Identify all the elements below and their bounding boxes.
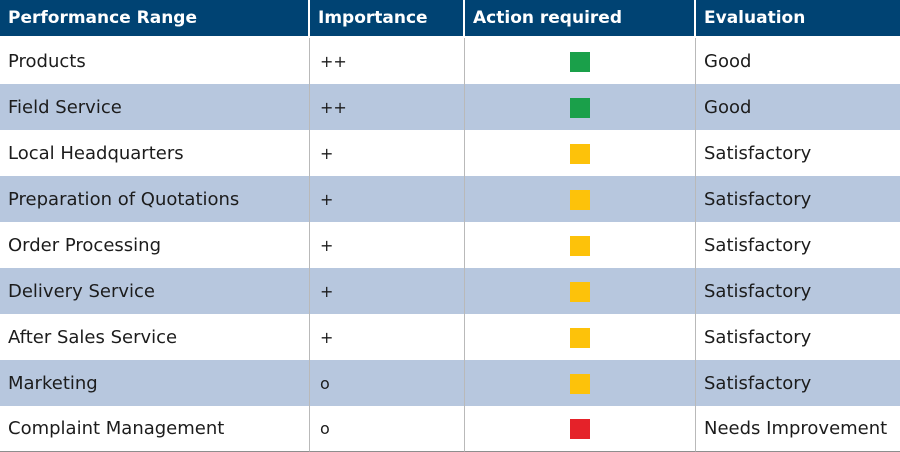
status-indicator [570,235,590,256]
action-cell [465,130,696,176]
status-indicator [570,143,590,164]
status-indicator [570,327,590,348]
importance-cell: + [310,314,465,360]
action-cell [465,176,696,222]
table-row: Complaint Management o Needs Improvement [0,406,900,452]
importance-cell: ++ [310,38,465,84]
action-cell [465,222,696,268]
status-indicator [570,281,590,302]
evaluation-cell: Needs Improvement [696,406,900,452]
importance-cell: ++ [310,84,465,130]
status-indicator [570,51,590,72]
evaluation-cell: Satisfactory [704,142,812,164]
range-cell: Complaint Management [0,406,310,452]
evaluation-cell: Satisfactory [696,268,900,314]
action-cell [465,268,696,314]
status-indicator [570,419,590,439]
status-indicator [570,189,590,210]
table-row: After Sales Service + Satisfactory [0,314,900,360]
importance-cell: + [310,222,465,268]
action-cell [465,38,696,84]
header-performance-range: Performance Range [0,0,310,38]
evaluation-cell: Satisfactory [696,176,900,222]
action-cell [465,84,696,130]
range-cell: After Sales Service [0,314,310,360]
header-row: Performance Range Importance Action requ… [0,0,900,38]
action-cell [465,406,696,452]
table-row: Field Service ++ Good [0,84,900,130]
action-cell [465,314,696,360]
importance-cell: o [310,360,465,406]
importance-cell: o [310,406,465,452]
evaluation-cell: Satisfactory [704,326,812,348]
table-row: Delivery Service + Satisfactory [0,268,900,314]
importance-cell: + [310,130,465,176]
table-row: Local Headquarters + Satisfactory [0,130,900,176]
header-evaluation: Evaluation [696,0,900,38]
evaluation-cell: Satisfactory [704,234,812,256]
range-cell: Products [0,38,310,84]
range-cell: Delivery Service [0,268,310,314]
evaluation-cell: Satisfactory [696,360,900,406]
table-row: Preparation of Quotations + Satisfactory [0,176,900,222]
range-cell: Local Headquarters [0,130,310,176]
action-cell [465,360,696,406]
range-cell: Field Service [0,84,310,130]
header-importance: Importance [310,0,465,38]
evaluation-cell: Good [704,50,752,72]
header-action-required: Action required [465,0,696,38]
evaluation-cell: Good [696,84,900,130]
range-cell: Marketing [0,360,310,406]
range-cell: Preparation of Quotations [0,176,310,222]
importance-cell: + [310,268,465,314]
table-row: Marketing o Satisfactory [0,360,900,406]
table-row: Order Processing + Satisfactory [0,222,900,268]
range-cell: Order Processing [0,222,310,268]
status-indicator [570,373,590,394]
table-row: Products ++ Good [0,38,900,84]
status-indicator [570,97,590,118]
importance-cell: + [310,176,465,222]
